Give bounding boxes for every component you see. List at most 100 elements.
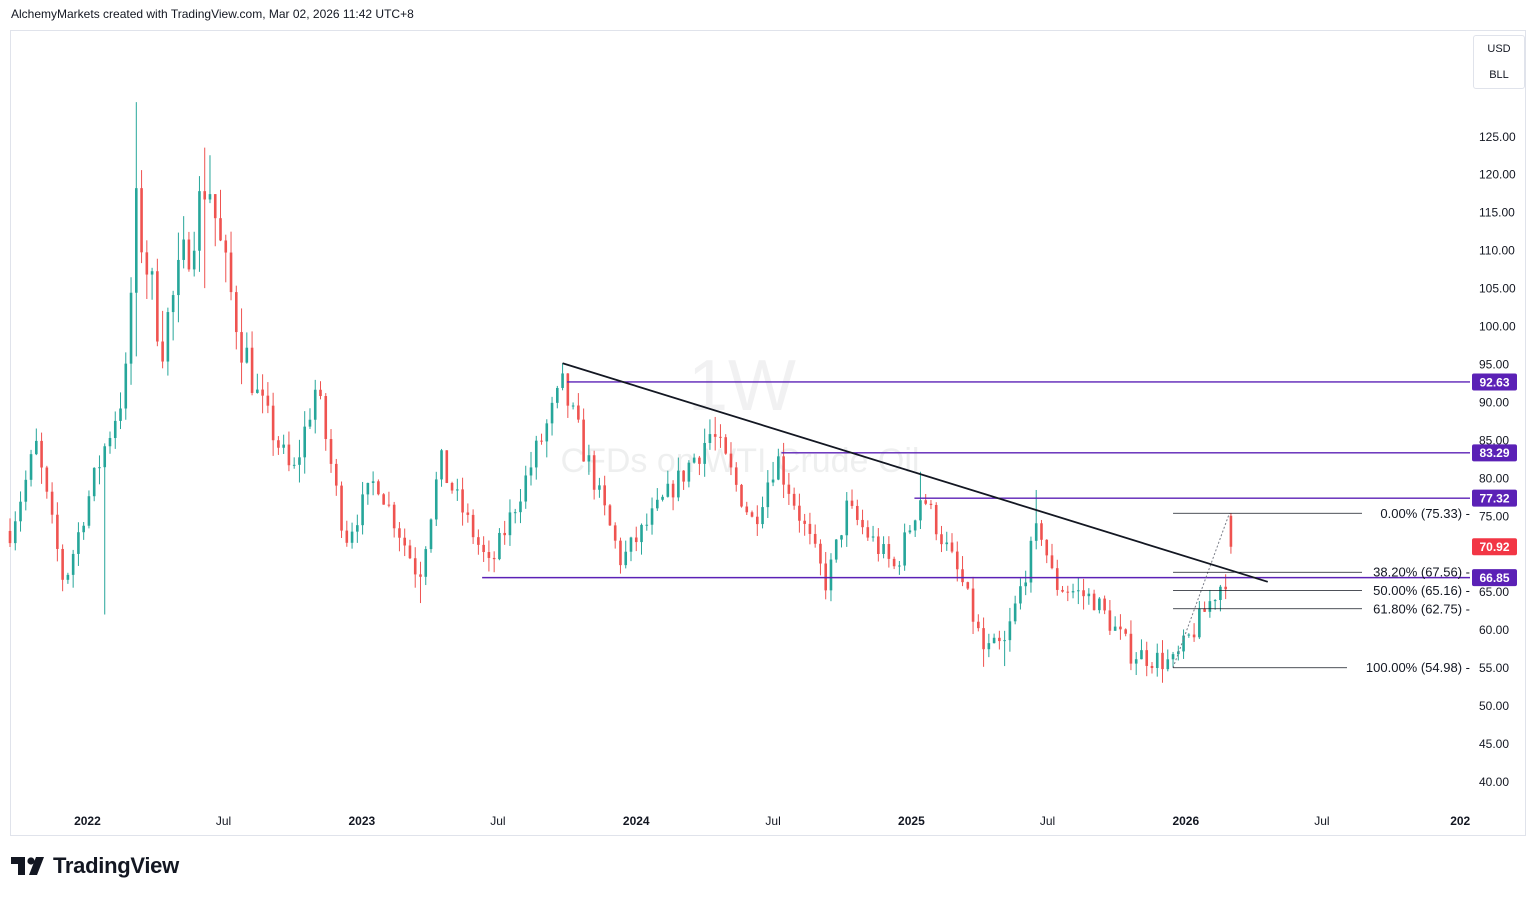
candle-body	[577, 405, 580, 420]
candle	[613, 522, 617, 549]
candle-body	[240, 332, 243, 363]
candle-body	[135, 188, 138, 293]
candle-body	[940, 534, 943, 545]
candle	[1187, 633, 1191, 638]
candle	[350, 522, 354, 549]
fib-trend-line[interactable]	[1172, 513, 1230, 668]
candle	[308, 408, 312, 430]
candle	[498, 528, 501, 561]
candle	[35, 428, 38, 456]
candle	[1098, 597, 1101, 614]
chart-pane[interactable]	[10, 30, 1526, 836]
fib-level-label: 50.00% (65.16) -	[1373, 583, 1470, 598]
candle	[234, 285, 238, 350]
candle	[1092, 589, 1096, 611]
candle	[382, 493, 385, 505]
price-axis[interactable]: 125.00 120.00 115.00 110.00 105.00 100.00 95.0…	[1479, 130, 1516, 789]
candle-body	[955, 551, 959, 570]
candle-body	[982, 628, 985, 650]
candle-body	[571, 405, 575, 407]
candle-body	[345, 530, 349, 543]
trendline-group[interactable]	[562, 362, 1269, 583]
candle-body	[755, 516, 759, 525]
candle	[219, 189, 222, 242]
candle-body	[1213, 599, 1217, 602]
watermark-interval: 1W	[688, 346, 796, 426]
level-price-badge: 77.32	[1479, 491, 1509, 505]
candle-body	[1229, 515, 1233, 547]
candle-body	[850, 500, 854, 506]
candle	[1013, 595, 1017, 625]
candle	[556, 385, 559, 409]
candle-body	[250, 347, 254, 393]
candle	[377, 479, 380, 496]
candle	[519, 489, 522, 524]
candle-body	[887, 544, 891, 559]
candle	[1024, 570, 1027, 596]
candle	[56, 502, 59, 562]
candle-body	[377, 481, 380, 495]
candle	[945, 531, 949, 551]
candle	[356, 514, 359, 543]
candle-body	[834, 539, 838, 560]
candle-body	[1092, 593, 1096, 611]
candle-body	[508, 512, 512, 536]
candle-body	[56, 514, 59, 549]
candle	[1108, 600, 1112, 635]
candle	[740, 483, 743, 508]
candle-body	[1134, 659, 1138, 664]
candle-body	[624, 551, 628, 566]
candle-body	[13, 521, 17, 544]
candle	[650, 497, 654, 535]
candle-body	[82, 525, 85, 533]
candle	[924, 493, 927, 506]
candle-body	[745, 506, 749, 513]
candle-body	[140, 188, 143, 253]
fibonacci-retracement[interactable]: 0.00% (75.33) - 38.20% (67.56) - 50.00% (6…	[1172, 506, 1470, 675]
candle	[861, 509, 864, 535]
price-badges: 92.63 83.29 77.32 66.85 70.92	[1472, 373, 1517, 587]
candle	[398, 522, 401, 552]
candle	[587, 444, 591, 475]
candle-body	[334, 463, 338, 486]
candle	[108, 431, 112, 454]
candle	[692, 453, 696, 464]
candle	[803, 513, 806, 536]
current-price-badge-bg	[1472, 538, 1517, 556]
candle-body	[1029, 540, 1033, 583]
candle-body	[498, 532, 501, 560]
candle-body	[629, 537, 633, 552]
candle	[492, 551, 496, 573]
candle-body	[698, 457, 701, 464]
candle-body	[682, 470, 685, 482]
candle	[1124, 628, 1127, 637]
candle	[429, 518, 433, 553]
candle-body	[661, 496, 664, 500]
candle	[87, 490, 91, 529]
candle-body	[929, 503, 933, 505]
price-tick-label: 50.00	[1479, 699, 1509, 713]
candle	[877, 528, 880, 562]
level-price-badge: 92.63	[1479, 375, 1509, 389]
candle-body	[924, 500, 927, 504]
candle	[1213, 599, 1217, 610]
candle-body	[882, 544, 885, 554]
candle-body	[677, 470, 680, 498]
candle-body	[234, 292, 238, 333]
candle-body	[277, 440, 280, 448]
candle	[150, 267, 154, 300]
candle	[419, 561, 422, 604]
candle	[245, 332, 249, 364]
currency-unit-box[interactable]: USD BLL	[1473, 35, 1525, 89]
candle	[719, 424, 722, 448]
candle	[971, 576, 975, 635]
fib-level-label: 0.00% (75.33) -	[1380, 506, 1470, 521]
descending-trendline[interactable]	[562, 362, 1269, 583]
candle	[840, 534, 843, 548]
time-axis[interactable]: 2022 Jul 2023 Jul 2024 Jul 2025 Jul 2026 Jul 202	[74, 814, 1470, 828]
level-price-badge: 83.29	[1479, 446, 1509, 460]
horizontal-levels[interactable]	[482, 381, 1470, 579]
candle-body	[782, 456, 785, 485]
candle-body	[1087, 593, 1091, 597]
